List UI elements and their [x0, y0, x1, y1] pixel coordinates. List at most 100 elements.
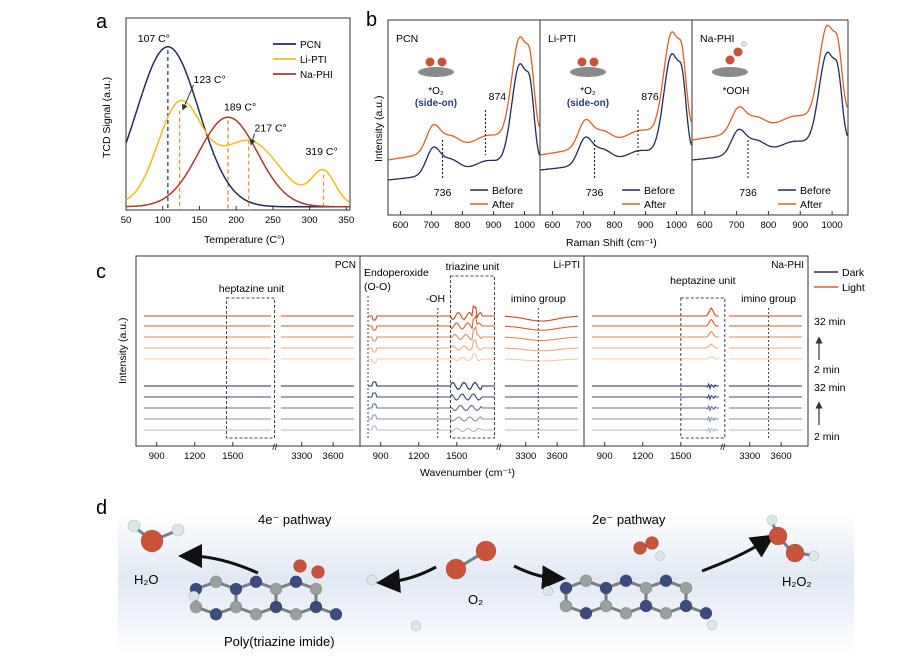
tcd-peak-label: 319 C°: [305, 146, 337, 158]
ftir-legend-entry: Light: [842, 282, 865, 294]
raman-peak-label: 736: [586, 187, 604, 199]
ftir-region-box: [225, 297, 275, 439]
catalyst-atom: [209, 575, 223, 589]
dark-trace: [592, 426, 802, 435]
catalyst-hydrogen-atom: [366, 574, 378, 586]
tcd-peak-pointer: [182, 84, 195, 111]
catalyst-atom: [269, 600, 283, 614]
catalyst-atom: [309, 600, 323, 614]
ftir-legend-entry: Dark: [842, 267, 865, 279]
catalyst-atom: [659, 574, 673, 588]
ftir-ylabel: Intensity (a.u.): [117, 317, 129, 384]
catalyst-atom: [639, 599, 653, 613]
raman-legend-entry: After: [492, 199, 515, 211]
ftir-xtick-label: 3600: [323, 451, 344, 462]
raman-sample-label: Na-PHI: [700, 33, 734, 45]
tcd-xlabel: Temperature (C°): [204, 234, 285, 246]
catalyst-atom: [699, 606, 713, 620]
tcd-legend-entry: PCN: [300, 40, 321, 51]
catalyst-atom: [289, 607, 303, 621]
catalyst-atom: [619, 606, 633, 620]
tcd-xtick-label: 150: [192, 215, 208, 226]
ftir-region-box: [449, 275, 495, 439]
catalyst-atom: [229, 582, 243, 596]
raman-peak-label: 876: [641, 91, 659, 103]
raman-xtick-label: 700: [575, 220, 591, 231]
catalyst-hydrogen-atom: [706, 619, 718, 631]
peroxide-hydrogen-atom: [808, 550, 820, 562]
raman-peak-label: 736: [434, 187, 452, 199]
catalyst-atom: [659, 606, 673, 620]
tcd-xtick-label: 350: [338, 215, 354, 226]
bound-oxygen-atom: [633, 541, 647, 555]
water-label: H₂O: [134, 572, 159, 587]
ftir-chart: 900 1200 1500 3300 3600 // PCN heptazine unit 90…: [117, 255, 865, 479]
ftir-frame-na-phi: [583, 255, 809, 447]
raman-legend-entry: Before: [800, 185, 831, 197]
ftir-axis-break: //: [720, 442, 726, 452]
dark-time-top: 32 min: [814, 382, 846, 394]
ftir-region-label: triazine unit: [446, 261, 500, 273]
catalyst-atom: [619, 574, 633, 588]
species-label: *OOH: [723, 86, 750, 97]
light-time-top: 32 min: [814, 316, 846, 328]
catalyst-hydrogen-atom: [542, 585, 554, 597]
dark-trace: [592, 415, 802, 424]
raman-legend-entry: After: [800, 199, 823, 211]
catalyst-atom: [229, 600, 243, 614]
tcd-ylabel: TCD Signal (a.u.): [101, 77, 113, 158]
species-label: *O₂: [580, 86, 596, 97]
catalyst-atom: [579, 606, 593, 620]
raman-xtick-label: 1000: [666, 220, 687, 231]
ftir-xtick-label: 1200: [632, 451, 653, 462]
ftir-xtick-label: 3300: [291, 451, 312, 462]
ftir-frame-li-pti: [359, 255, 585, 447]
hydroxyl-label: -OH: [426, 293, 445, 305]
peroxide-oxygen-atom: [768, 526, 788, 546]
ftir-axis-break: //: [496, 442, 502, 452]
tcd-series-pcn: [125, 46, 350, 208]
raman-before-na-phi: [691, 51, 849, 161]
catalyst-atom: [679, 581, 693, 595]
catalyst-atom: [329, 607, 343, 621]
raman-legend-entry: Before: [492, 185, 523, 197]
catalyst-atom: [309, 582, 323, 596]
imino-label: imino group: [741, 293, 796, 305]
water-hydrogen-atom: [171, 523, 185, 537]
light-trace: [592, 307, 802, 317]
light-trace: [592, 318, 802, 327]
oxygen-atom-icon: [725, 55, 735, 65]
species-mode-label: (side-on): [567, 98, 609, 109]
dark-trace: [368, 425, 578, 433]
dark-trace: [368, 414, 578, 422]
ftir-xtick-label: 900: [373, 451, 389, 462]
light-trace: [368, 352, 579, 364]
oxygen-atom-icon: [589, 57, 599, 67]
raman-xtick-label: 600: [544, 220, 560, 231]
raman-xtick-label: 1000: [822, 220, 843, 231]
bound-oxygen-atom: [645, 536, 659, 550]
raman-after-pcn: [387, 36, 541, 161]
arrow-o2-left: [376, 565, 437, 593]
oxygen-atom-icon: [733, 47, 743, 57]
imino-label: imino group: [511, 293, 566, 305]
raman-chart: 600 700 800 900 1000PCN*O₂(side-on)736874Bef…: [373, 19, 849, 249]
light-trace: [368, 314, 579, 331]
bound-oxygen-atom: [293, 559, 307, 573]
water-oxygen-atom: [140, 529, 164, 553]
ftir-legend: Dark Light: [814, 267, 865, 294]
oxygen-atom-icon: [425, 57, 435, 67]
raman-after-na-phi: [691, 24, 849, 141]
catalyst-atom: [559, 581, 573, 595]
raman-legend-entry: Before: [644, 185, 675, 197]
catalyst-atom: [269, 582, 283, 596]
o2-oxygen-atom: [445, 558, 467, 580]
ftir-xtick-label: 3300: [739, 451, 760, 462]
water-hydrogen-atom: [127, 519, 141, 533]
ftir-sample-label: Li-PTI: [553, 260, 580, 271]
bound-hydrogen-atom: [655, 551, 665, 561]
peroxide-label: H₂O₂: [782, 574, 812, 589]
tcd-peak-label: 189 C°: [224, 101, 256, 113]
arrow-o2-right: [513, 564, 566, 590]
dark-trace: [592, 393, 802, 402]
